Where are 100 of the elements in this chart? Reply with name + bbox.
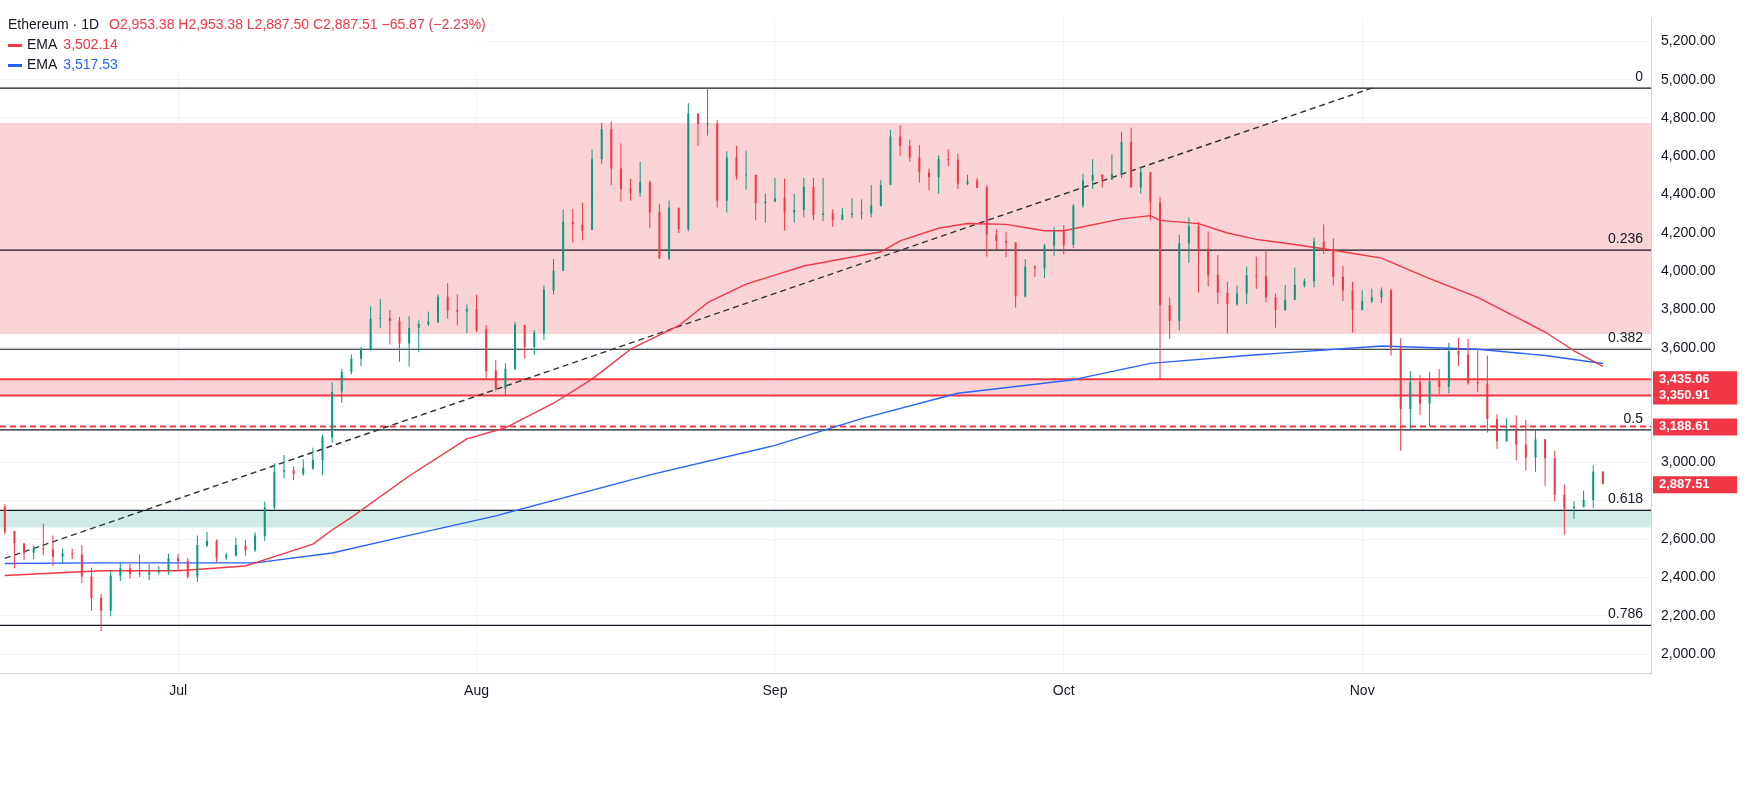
x-tick-label: Nov (1349, 682, 1375, 699)
candlestick (1457, 337, 1460, 367)
candlestick (1091, 158, 1094, 190)
candlestick (71, 548, 74, 560)
annotation: 0.786 (1607, 605, 1644, 622)
candlestick (1255, 256, 1258, 290)
candlestick (100, 593, 103, 632)
candlestick (321, 434, 324, 476)
annotation: 0.236 (1607, 229, 1644, 246)
candlestick (706, 87, 709, 137)
candlestick (311, 447, 314, 471)
candlestick (408, 315, 411, 367)
candlestick (360, 346, 363, 367)
candlestick (1139, 166, 1142, 195)
candlestick (42, 523, 45, 556)
legend-label: EMA (27, 36, 58, 52)
candlestick (504, 362, 507, 396)
y-tick-label: 2,000.00 (1661, 644, 1716, 661)
candlestick (254, 531, 257, 553)
candlestick (735, 145, 738, 181)
annotation: 0.5 (1623, 409, 1644, 426)
candlestick (947, 148, 950, 167)
x-tick-label: Oct (1052, 682, 1075, 699)
ref-line-label: 3,350.91 (1659, 386, 1710, 402)
candlestick (639, 161, 642, 198)
y-tick-label: 4,600.00 (1661, 147, 1716, 164)
candlestick (1274, 293, 1277, 329)
candlestick (899, 124, 902, 157)
candlestick (629, 178, 632, 202)
y-tick-label: 2,600.00 (1661, 530, 1716, 547)
candlestick (937, 154, 940, 195)
candlestick (1264, 249, 1267, 303)
annotation: 3,517.53 (63, 56, 118, 72)
candlestick (1293, 266, 1296, 301)
legend-label: EMA (27, 56, 58, 72)
y-tick-label: 4,400.00 (1661, 185, 1716, 202)
candlestick (1082, 173, 1085, 209)
y-tick-label: 3,000.00 (1661, 453, 1716, 470)
candlestick (1245, 266, 1248, 305)
chart-subtitle: O2,953.38 H2,953.38 L2,887.50 C2,887.51 −65.87 (−2.23%) (109, 16, 486, 32)
candlestick (783, 178, 786, 232)
candlestick (167, 553, 170, 576)
candlestick (456, 293, 459, 327)
candlestick (350, 353, 353, 376)
candlestick (398, 316, 401, 363)
candlestick (879, 179, 882, 207)
candlestick (119, 561, 122, 582)
candlestick (1428, 371, 1431, 427)
annotation: 0.618 (1607, 490, 1644, 507)
candlestick (1563, 483, 1566, 536)
ref-line-label: 3,435.06 (1659, 370, 1710, 386)
candlestick (793, 193, 796, 224)
candlestick (918, 144, 921, 184)
candlestick (1322, 223, 1325, 255)
candlestick (696, 113, 699, 147)
candlestick (205, 531, 208, 548)
candlestick (581, 202, 584, 241)
candlestick (1226, 281, 1229, 335)
candlestick (1043, 243, 1046, 279)
candlestick (619, 142, 622, 203)
candlestick (1351, 281, 1354, 334)
y-tick-label: 2,200.00 (1661, 606, 1716, 623)
candlestick (870, 184, 873, 218)
candlestick (745, 150, 748, 191)
text: 2,887.51 (1659, 475, 1710, 491)
candlestick (215, 538, 218, 564)
y-tick-label: 4,800.00 (1661, 108, 1716, 125)
y-tick-label: 4,000.00 (1661, 261, 1716, 278)
candlestick (475, 294, 478, 333)
candlestick (1187, 216, 1190, 264)
y-tick-label: 4,200.00 (1661, 223, 1716, 240)
annotation: 0 (1635, 67, 1644, 84)
x-tick-label: Aug (464, 682, 489, 699)
candlestick (437, 293, 440, 323)
candlestick (1216, 254, 1219, 305)
candlestick (1062, 224, 1065, 255)
chart-title: Ethereum · 1D (8, 16, 100, 32)
candlestick (802, 177, 805, 218)
candlestick (908, 139, 911, 163)
candlestick (677, 207, 680, 234)
candlestick (340, 368, 343, 404)
candlestick (1341, 265, 1344, 302)
candlestick (465, 303, 468, 334)
candlestick (1053, 226, 1056, 257)
candlestick (995, 228, 998, 251)
candlestick (1236, 285, 1239, 307)
candlestick (1534, 429, 1537, 473)
candlestick (927, 168, 930, 192)
candlestick (1361, 289, 1364, 312)
candlestick (523, 324, 526, 360)
candlestick (1544, 438, 1547, 487)
candlestick (446, 282, 449, 320)
candlestick (282, 454, 285, 479)
candlestick (1110, 153, 1113, 181)
annotation: 3,502.14 (63, 36, 118, 52)
y-tick-label: 3,600.00 (1661, 338, 1716, 355)
candlestick (1197, 221, 1200, 294)
x-tick-label: Jul (169, 682, 188, 699)
candlestick (533, 329, 536, 356)
y-tick-label: 5,000.00 (1661, 70, 1716, 87)
